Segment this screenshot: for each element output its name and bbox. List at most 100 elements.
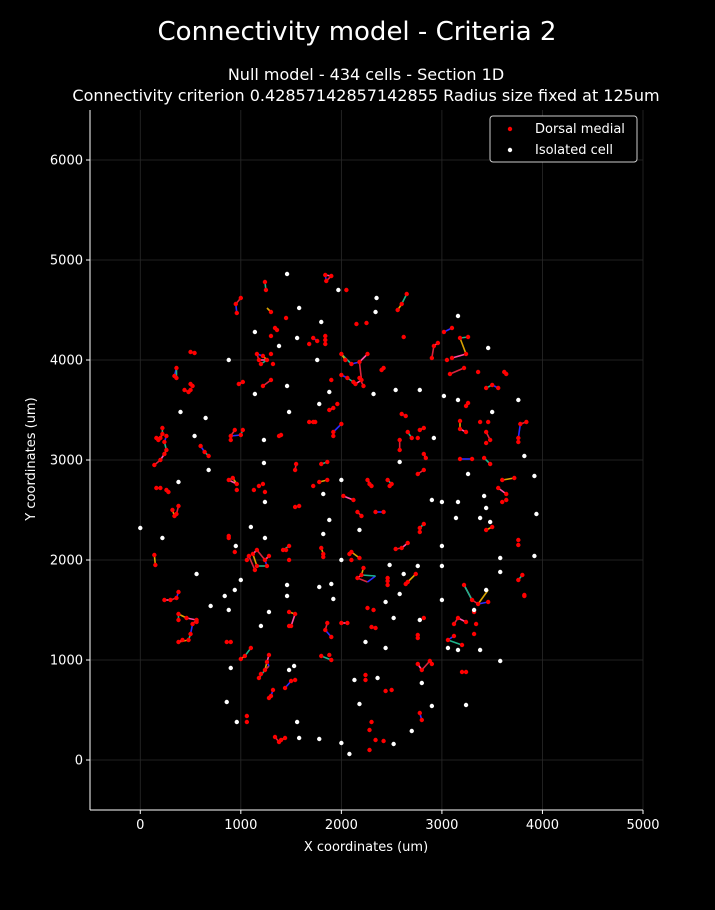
point-dorsal-medial bbox=[182, 387, 187, 393]
point-dorsal-medial bbox=[399, 301, 404, 307]
point-dorsal-medial bbox=[283, 547, 289, 553]
point-dorsal-medial bbox=[399, 545, 404, 551]
point-dorsal-medial bbox=[234, 310, 239, 316]
point-dorsal-medial bbox=[349, 557, 354, 563]
point-dorsal-medial bbox=[268, 309, 274, 315]
point-isolated-cell bbox=[498, 569, 503, 575]
point-dorsal-medial bbox=[254, 563, 260, 569]
legend: Dorsal medial Isolated cell bbox=[489, 115, 638, 163]
y-tick-label: 0 bbox=[75, 754, 83, 769]
point-dorsal-medial bbox=[198, 443, 203, 449]
point-dorsal-medial bbox=[421, 521, 427, 527]
point-dorsal-medial bbox=[387, 483, 392, 489]
connection-edge bbox=[447, 639, 463, 646]
point-isolated-cell bbox=[383, 645, 388, 651]
point-dorsal-medial bbox=[268, 351, 274, 357]
point-isolated-cell bbox=[419, 680, 424, 686]
point-dorsal-medial bbox=[473, 621, 479, 627]
point-dorsal-medial bbox=[268, 333, 274, 339]
point-dorsal-medial bbox=[176, 617, 181, 623]
y-tick-label: 2000 bbox=[50, 554, 83, 569]
cell-points bbox=[138, 271, 539, 757]
point-isolated-cell bbox=[327, 517, 332, 523]
connection-edge bbox=[459, 337, 467, 355]
point-dorsal-medial bbox=[522, 593, 527, 599]
point-dorsal-medial bbox=[240, 379, 246, 385]
point-dorsal-medial bbox=[449, 355, 455, 361]
y-tick-label: 4000 bbox=[50, 354, 83, 369]
point-dorsal-medial bbox=[306, 341, 312, 347]
point-dorsal-medial bbox=[266, 553, 272, 559]
point-dorsal-medial bbox=[264, 563, 270, 569]
point-dorsal-medial bbox=[445, 637, 451, 643]
point-isolated-cell bbox=[327, 389, 332, 395]
point-dorsal-medial bbox=[242, 653, 248, 659]
point-isolated-cell bbox=[336, 287, 341, 293]
point-dorsal-medial bbox=[288, 678, 294, 684]
point-dorsal-medial bbox=[158, 485, 163, 491]
point-isolated-cell bbox=[483, 587, 489, 593]
point-isolated-cell bbox=[194, 571, 199, 577]
point-dorsal-medial bbox=[363, 672, 368, 678]
point-isolated-cell bbox=[192, 433, 197, 439]
legend-marker-isolated-cell bbox=[507, 147, 513, 153]
point-isolated-cell bbox=[439, 597, 445, 603]
point-dorsal-medial bbox=[483, 429, 489, 435]
plot-area: 0 1000 2000 3000 4000 5000 0 1000 2000 3000 4000 50… bbox=[50, 110, 660, 833]
point-dorsal-medial bbox=[311, 335, 316, 341]
point-dorsal-medial bbox=[206, 453, 211, 459]
point-dorsal-medial bbox=[266, 695, 272, 701]
point-isolated-cell bbox=[222, 593, 227, 599]
point-isolated-cell bbox=[138, 525, 143, 531]
point-dorsal-medial bbox=[457, 335, 463, 341]
point-dorsal-medial bbox=[230, 475, 235, 481]
point-dorsal-medial bbox=[329, 377, 334, 383]
point-dorsal-medial bbox=[323, 341, 328, 347]
point-dorsal-medial bbox=[335, 401, 340, 407]
point-dorsal-medial bbox=[421, 425, 427, 431]
point-dorsal-medial bbox=[228, 433, 233, 439]
point-dorsal-medial bbox=[419, 667, 424, 673]
point-dorsal-medial bbox=[194, 619, 199, 625]
point-dorsal-medial bbox=[417, 710, 422, 716]
point-dorsal-medial bbox=[244, 713, 250, 719]
point-dorsal-medial bbox=[397, 447, 402, 453]
point-isolated-cell bbox=[208, 603, 213, 609]
point-isolated-cell bbox=[441, 393, 447, 399]
point-dorsal-medial bbox=[234, 487, 239, 493]
point-dorsal-medial bbox=[339, 620, 344, 626]
point-dorsal-medial bbox=[344, 287, 349, 293]
connection-edges bbox=[153, 274, 527, 743]
point-dorsal-medial bbox=[518, 421, 523, 427]
point-dorsal-medial bbox=[496, 485, 501, 491]
point-dorsal-medial bbox=[355, 575, 360, 581]
point-dorsal-medial bbox=[381, 509, 386, 515]
point-isolated-cell bbox=[261, 460, 267, 466]
point-dorsal-medial bbox=[244, 557, 250, 563]
point-dorsal-medial bbox=[244, 719, 250, 725]
point-dorsal-medial bbox=[315, 338, 320, 344]
point-dorsal-medial bbox=[319, 461, 324, 467]
point-dorsal-medial bbox=[516, 435, 521, 441]
point-dorsal-medial bbox=[176, 589, 181, 595]
point-dorsal-medial bbox=[469, 456, 475, 462]
point-dorsal-medial bbox=[254, 547, 260, 553]
y-tick-label: 6000 bbox=[50, 154, 83, 169]
chart-subtitle-line2: Connectivity criterion 0.428571428571428… bbox=[72, 86, 659, 105]
point-dorsal-medial bbox=[365, 351, 370, 357]
point-dorsal-medial bbox=[262, 557, 268, 563]
point-isolated-cell bbox=[429, 703, 435, 709]
point-isolated-cell bbox=[321, 531, 326, 537]
point-dorsal-medial bbox=[174, 511, 179, 517]
point-dorsal-medial bbox=[444, 357, 450, 363]
point-dorsal-medial bbox=[516, 537, 521, 543]
point-dorsal-medial bbox=[373, 737, 378, 743]
point-dorsal-medial bbox=[323, 337, 328, 343]
point-dorsal-medial bbox=[369, 719, 374, 725]
point-isolated-cell bbox=[294, 335, 300, 341]
point-isolated-cell bbox=[534, 511, 539, 517]
point-dorsal-medial bbox=[512, 475, 517, 481]
connection-edge bbox=[361, 574, 376, 577]
point-dorsal-medial bbox=[465, 400, 471, 406]
point-dorsal-medial bbox=[251, 487, 257, 493]
